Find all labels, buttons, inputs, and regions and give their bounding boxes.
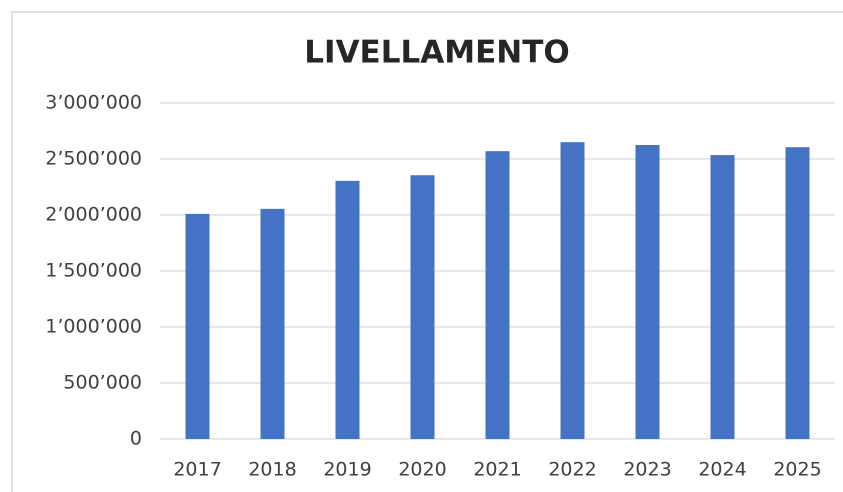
y-tick-label: 1’000’000 [45, 316, 142, 338]
x-tick-label: 2023 [623, 459, 671, 481]
x-tick-label: 2025 [773, 459, 821, 481]
chart-title: LIVELLAMENTO [304, 35, 569, 71]
bar [785, 147, 810, 440]
y-tick-label: 1’500’000 [45, 260, 142, 282]
x-tick-label: 2019 [323, 459, 371, 481]
bar [335, 180, 360, 439]
x-tick-label: 2024 [698, 459, 746, 481]
bar [185, 213, 210, 439]
bar [485, 151, 510, 439]
y-tick-label: 2’000’000 [45, 204, 142, 226]
bar [635, 145, 660, 439]
y-tick-label: 0 [130, 428, 142, 450]
bar [710, 155, 735, 439]
y-tick-label: 2’500’000 [45, 148, 142, 170]
bar [410, 175, 435, 440]
y-tick-label: 500’000 [63, 372, 142, 394]
y-tick-label: 3’000’000 [45, 92, 142, 114]
x-tick-label: 2022 [548, 459, 596, 481]
x-tick-label: 2018 [248, 459, 296, 481]
x-tick-label: 2021 [473, 459, 521, 481]
x-tick-label: 2017 [173, 459, 221, 481]
x-tick-label: 2020 [398, 459, 446, 481]
bar [260, 208, 285, 439]
bar [560, 142, 585, 439]
